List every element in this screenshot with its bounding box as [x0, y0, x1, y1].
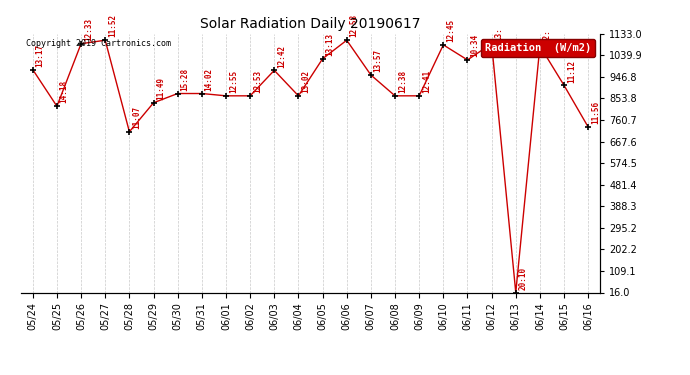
Text: 12:53: 12:53 — [253, 70, 262, 93]
Text: 10:34: 10:34 — [471, 34, 480, 57]
Text: 14:02: 14:02 — [205, 68, 214, 91]
Text: 12:38: 12:38 — [398, 70, 407, 93]
Text: 12:45: 12:45 — [446, 19, 455, 42]
Text: 12:55: 12:55 — [229, 70, 238, 93]
Text: 12:41: 12:41 — [422, 70, 431, 93]
Title: Solar Radiation Daily 20190617: Solar Radiation Daily 20190617 — [200, 17, 421, 31]
Text: 12:42: 12:42 — [277, 45, 286, 68]
Text: 11:12: 11:12 — [567, 60, 576, 82]
Text: 13:: 13: — [495, 27, 504, 41]
Text: 11:07: 11:07 — [132, 106, 141, 129]
Text: 13:57: 13:57 — [374, 49, 383, 72]
Text: 11:49: 11:49 — [157, 77, 166, 100]
Text: 12:33: 12:33 — [84, 18, 93, 41]
Text: 13:13: 13:13 — [326, 33, 335, 56]
Legend: Radiation  (W/m2): Radiation (W/m2) — [480, 39, 595, 57]
Text: 11:56: 11:56 — [591, 101, 600, 124]
Text: 15:28: 15:28 — [181, 68, 190, 91]
Text: 13:02: 13:02 — [302, 70, 310, 93]
Text: 12:: 12: — [543, 29, 552, 43]
Text: 11:52: 11:52 — [108, 14, 117, 38]
Text: 14:18: 14:18 — [60, 80, 69, 104]
Text: 20:10: 20:10 — [519, 267, 528, 290]
Text: Copyright 2019 Cartronics.com: Copyright 2019 Cartronics.com — [26, 39, 172, 48]
Text: 12:58: 12:58 — [350, 14, 359, 38]
Text: 13:17: 13:17 — [36, 44, 45, 67]
